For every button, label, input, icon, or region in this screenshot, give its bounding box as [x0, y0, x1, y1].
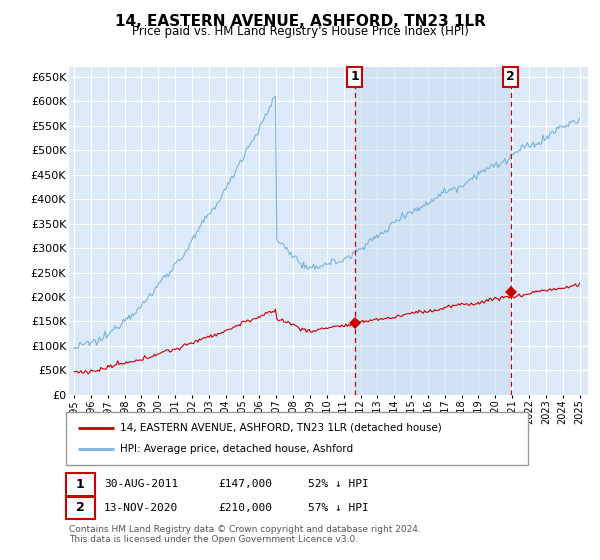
Text: 1: 1	[350, 71, 359, 83]
Text: 13-NOV-2020: 13-NOV-2020	[104, 503, 178, 513]
Text: 14, EASTERN AVENUE, ASHFORD, TN23 1LR: 14, EASTERN AVENUE, ASHFORD, TN23 1LR	[115, 14, 485, 29]
Text: 52% ↓ HPI: 52% ↓ HPI	[308, 479, 368, 489]
Text: Price paid vs. HM Land Registry's House Price Index (HPI): Price paid vs. HM Land Registry's House …	[131, 25, 469, 38]
Text: 2: 2	[506, 71, 515, 83]
Text: 30-AUG-2011: 30-AUG-2011	[104, 479, 178, 489]
Bar	[355, 67, 511, 395]
Text: £147,000: £147,000	[218, 479, 272, 489]
Text: 57% ↓ HPI: 57% ↓ HPI	[308, 503, 368, 513]
Text: 1: 1	[76, 478, 85, 491]
Text: 2: 2	[76, 501, 85, 515]
Text: 14, EASTERN AVENUE, ASHFORD, TN23 1LR (detached house): 14, EASTERN AVENUE, ASHFORD, TN23 1LR (d…	[120, 423, 442, 433]
Text: HPI: Average price, detached house, Ashford: HPI: Average price, detached house, Ashf…	[120, 444, 353, 454]
Text: Contains HM Land Registry data © Crown copyright and database right 2024.
This d: Contains HM Land Registry data © Crown c…	[69, 525, 421, 544]
Text: £210,000: £210,000	[218, 503, 272, 513]
